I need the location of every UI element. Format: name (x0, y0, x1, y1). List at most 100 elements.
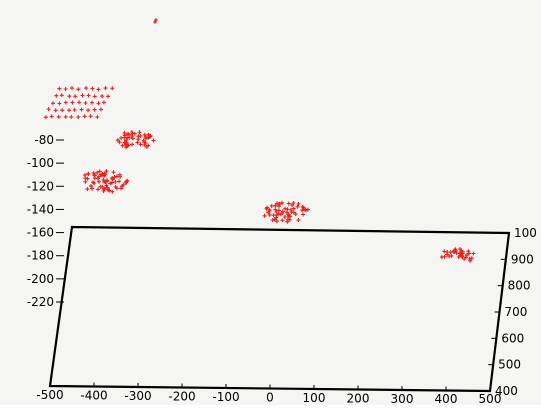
data-point (283, 215, 287, 219)
x-tick-label: -500 (36, 388, 63, 402)
data-point (117, 140, 122, 145)
data-point (290, 203, 295, 208)
data-point (86, 93, 91, 98)
data-point (86, 108, 91, 113)
data-point (73, 94, 78, 99)
y-tick-label: 800 (508, 279, 531, 293)
x-tick-label: -400 (80, 389, 107, 403)
data-point (458, 247, 462, 251)
data-point (112, 175, 117, 179)
data-point (79, 107, 84, 112)
data-point (86, 172, 91, 177)
data-point (108, 181, 113, 186)
z-axis-ticks: -80 -100 -120 -140 -160 -180 -200 -220 (27, 133, 64, 309)
data-point (63, 114, 68, 119)
data-point (124, 138, 129, 142)
data-point (101, 100, 106, 105)
data-point (296, 218, 301, 223)
data-point (277, 202, 281, 207)
data-point (119, 186, 124, 191)
data-point (295, 204, 300, 209)
data-point (89, 183, 93, 188)
data-point (77, 100, 82, 105)
data-point (51, 101, 55, 106)
data-point (144, 136, 149, 141)
data-point (283, 206, 288, 211)
data-point (144, 144, 149, 149)
data-point (57, 86, 62, 91)
data-point (90, 186, 95, 191)
data-point (291, 210, 296, 215)
data-point (273, 207, 278, 212)
data-point (280, 218, 285, 223)
data-point (301, 212, 306, 217)
data-point (302, 207, 307, 212)
x-tick-label: 100 (303, 391, 326, 405)
z-tick-label: -200 (27, 272, 54, 286)
data-point (110, 86, 115, 91)
data-point (137, 130, 142, 135)
data-point (267, 208, 272, 213)
data-point (469, 256, 474, 261)
data-point (452, 248, 457, 253)
data-point (138, 133, 143, 138)
data-point (288, 207, 293, 212)
data-point (458, 251, 463, 256)
data-point (286, 201, 291, 206)
data-point (276, 208, 281, 213)
data-point (97, 169, 102, 174)
z-tick-label: -120 (27, 179, 54, 193)
data-point (439, 255, 444, 260)
data-point (97, 179, 101, 184)
data-point (53, 108, 58, 113)
data-point (273, 217, 278, 222)
data-point (300, 208, 305, 213)
data-point (82, 173, 87, 178)
data-point (67, 94, 72, 99)
data-point (113, 180, 118, 184)
z-tick-label: -220 (27, 295, 54, 309)
data-point (132, 131, 137, 136)
data-point (143, 141, 148, 145)
data-point (63, 100, 68, 105)
data-point (136, 137, 141, 142)
data-point (72, 107, 77, 112)
data-point (291, 206, 296, 211)
data-point (83, 101, 88, 105)
data-point (99, 107, 103, 112)
data-point (98, 184, 103, 189)
data-point (129, 134, 134, 138)
data-point (92, 94, 97, 99)
x-tick-label: -100 (212, 390, 239, 404)
data-point (82, 114, 87, 119)
y-tick-label: 600 (501, 331, 524, 345)
z-tick-label: -180 (27, 249, 54, 263)
data-point (95, 170, 100, 175)
x-tick-label: -300 (124, 389, 151, 403)
data-point (448, 250, 453, 255)
data-point (56, 114, 61, 119)
data-point (285, 217, 290, 222)
data-point (92, 181, 97, 186)
y-tick-label: 900 (511, 252, 534, 266)
data-point (76, 115, 81, 119)
data-point (46, 107, 51, 112)
data-point (111, 170, 116, 175)
data-point (105, 185, 110, 190)
data-point (130, 142, 135, 147)
data-point (280, 200, 285, 205)
data-point (291, 201, 296, 205)
data-point (85, 176, 90, 181)
data-point (151, 138, 156, 143)
data-point (43, 115, 48, 120)
y-tick-label: 500 (498, 358, 521, 372)
data-point (104, 183, 109, 188)
x-tick-label: 400 (435, 392, 458, 405)
data-point (460, 254, 465, 259)
data-point (102, 171, 107, 176)
data-points (43, 18, 476, 263)
data-point (265, 205, 270, 210)
data-point (456, 255, 461, 259)
